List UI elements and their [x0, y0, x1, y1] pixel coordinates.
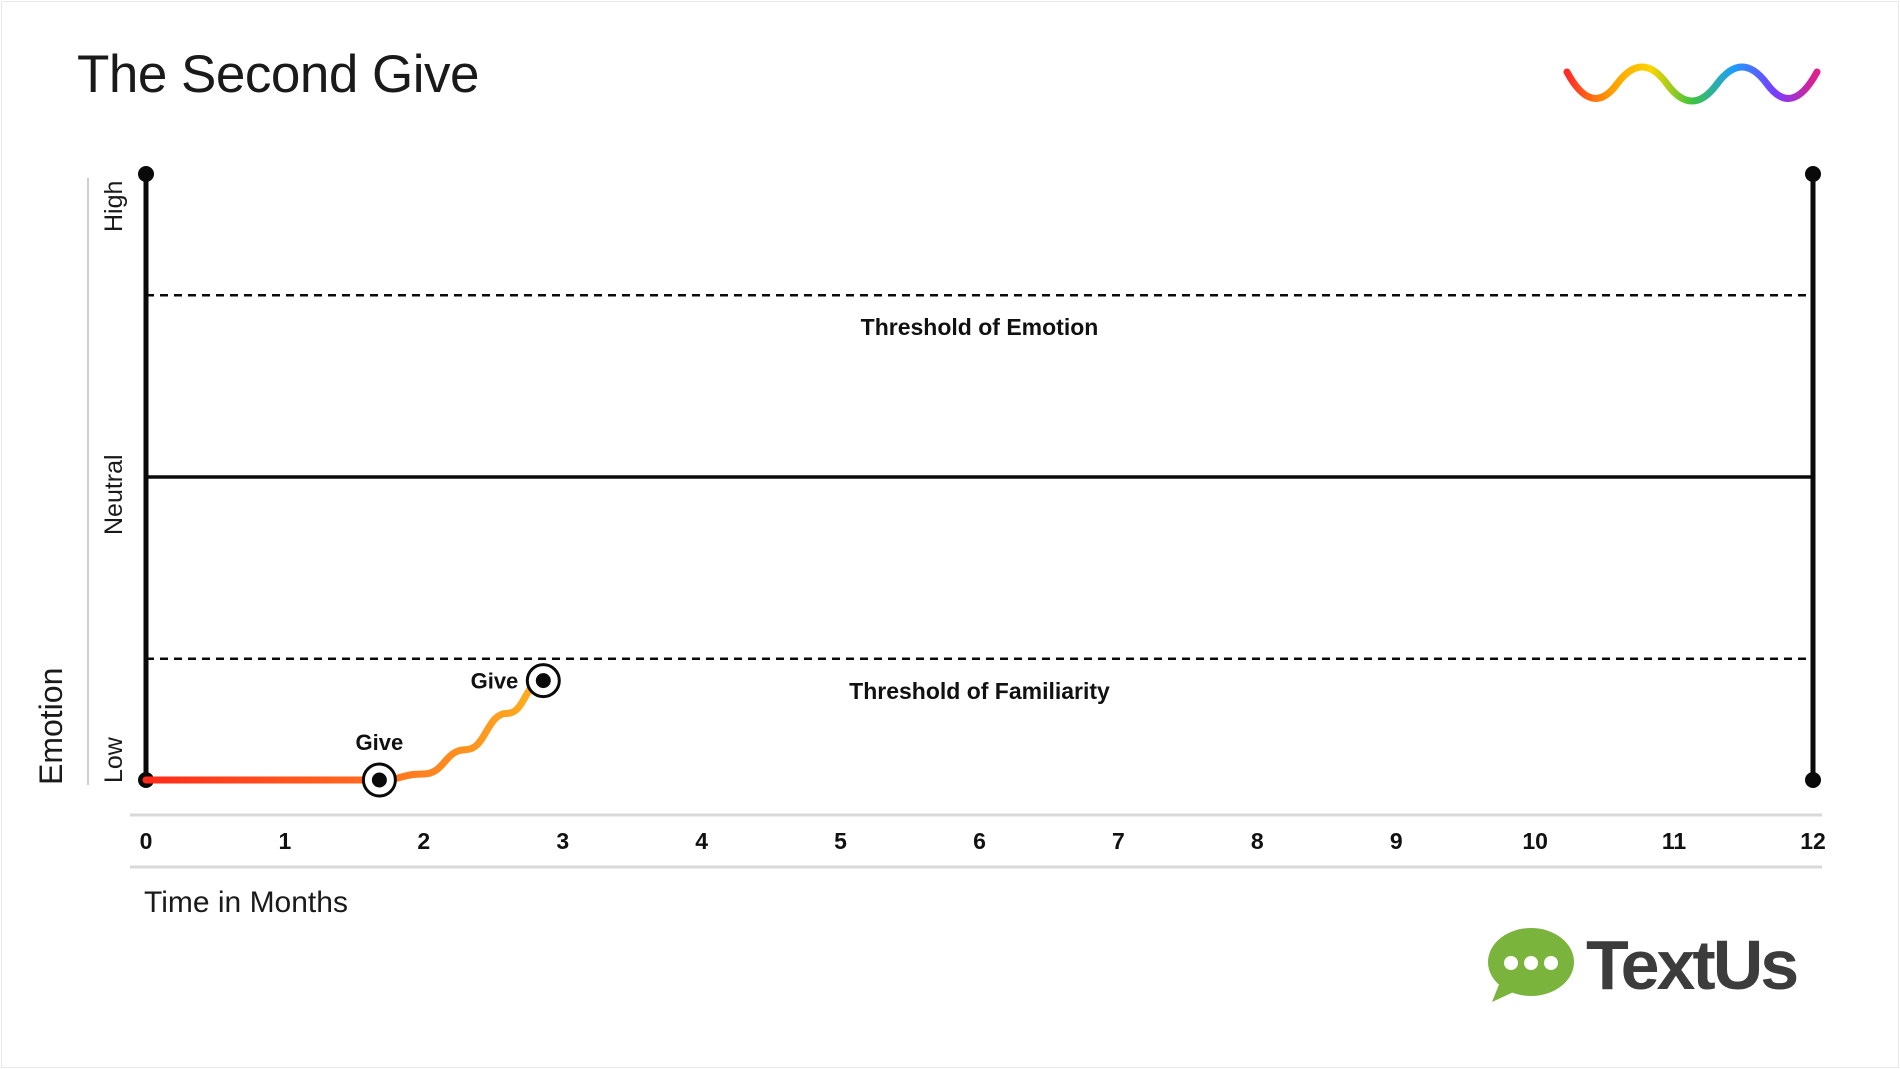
x-tick-label: 12 — [1800, 828, 1826, 854]
page-title: The Second Give — [77, 45, 480, 104]
left-axis-top-dot — [138, 166, 154, 182]
x-tick-label: 2 — [417, 828, 430, 854]
x-axis-label: Time in Months — [144, 886, 348, 919]
threshold-label: Threshold of Emotion — [861, 314, 1099, 340]
rainbow-wave-icon — [1563, 63, 1821, 105]
right-axis-top-dot — [1805, 166, 1821, 182]
x-tick-label: 5 — [834, 828, 847, 854]
y-level-low: Low — [100, 736, 128, 783]
series-layer — [142, 677, 547, 784]
y-axis-label: Emotion — [33, 668, 69, 785]
reference-lines: Threshold of Emotion Threshold of Familia… — [146, 293, 1813, 704]
x-tick-label: 0 — [140, 828, 153, 854]
x-tick-label: 3 — [556, 828, 569, 854]
y-level-labels: Low Neutral High — [100, 181, 128, 783]
emotion-curve — [142, 677, 547, 784]
give-marker-dot — [371, 772, 387, 788]
brand-name: TextUs — [1586, 926, 1799, 1004]
threshold-label: Threshold of Familiarity — [849, 678, 1110, 704]
give-marker-dot — [535, 673, 551, 689]
y-level-high: High — [100, 181, 128, 232]
x-tick-label: 10 — [1522, 828, 1548, 854]
x-tick-label: 1 — [279, 828, 292, 854]
x-tick-label: 4 — [695, 828, 708, 854]
y-level-neutral: Neutral — [100, 454, 128, 535]
x-tick-labels: 0 1 2 3 4 5 6 7 8 9 10 11 12 — [140, 828, 1826, 854]
x-tick-label: 9 — [1390, 828, 1403, 854]
x-tick-label: 8 — [1251, 828, 1264, 854]
chat-bubble-icon — [1488, 928, 1574, 1002]
give-label: Give — [356, 730, 404, 755]
annotations-layer: Give Give — [356, 663, 561, 798]
textus-logo: TextUs — [1486, 925, 1799, 1005]
x-tick-label: 6 — [973, 828, 986, 854]
x-tick-label: 11 — [1662, 828, 1687, 854]
x-tick-label: 7 — [1112, 828, 1125, 854]
give-label: Give — [471, 669, 519, 694]
right-axis-bottom-dot — [1805, 772, 1821, 788]
